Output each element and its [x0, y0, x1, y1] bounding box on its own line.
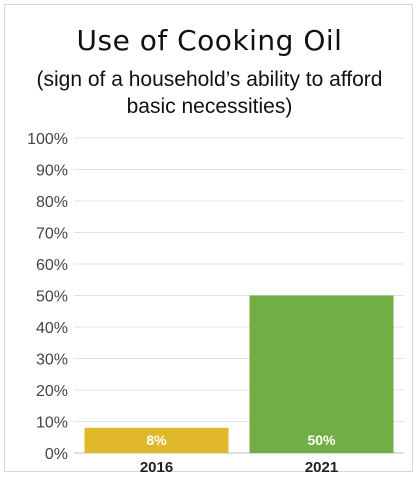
data-label-2021: 50% — [307, 432, 336, 448]
y-tick-label: 90% — [36, 163, 68, 180]
x-tick-label-2021: 2021 — [305, 459, 338, 476]
y-tick-label: 80% — [36, 194, 68, 211]
y-tick-label: 70% — [36, 226, 68, 243]
data-label-2016: 8% — [146, 432, 167, 448]
y-tick-label: 0% — [45, 446, 68, 463]
x-tick-label-2016: 2016 — [140, 459, 173, 476]
bar-2021 — [249, 295, 394, 453]
y-tick-label: 20% — [36, 383, 68, 400]
y-tick-label: 60% — [36, 257, 68, 274]
y-axis-ticks: 0% 10% 20% 30% 40% 50% 60% 70% 80% 90% 100% — [27, 131, 68, 463]
y-tick-label: 40% — [36, 320, 68, 337]
y-tick-label: 100% — [27, 131, 68, 148]
data-labels: 8% 50% — [146, 432, 336, 448]
x-axis-labels: 2016 2021 — [140, 459, 338, 476]
y-tick-label: 10% — [36, 415, 68, 432]
y-tick-label: 50% — [36, 289, 68, 306]
bar-2016 — [84, 427, 229, 453]
bars — [84, 295, 394, 453]
y-tick-label: 30% — [36, 352, 68, 369]
chart-title: Use of Cooking Oil — [76, 24, 343, 57]
chart-subtitle: (sign of a household’s ability to afford… — [36, 68, 383, 118]
